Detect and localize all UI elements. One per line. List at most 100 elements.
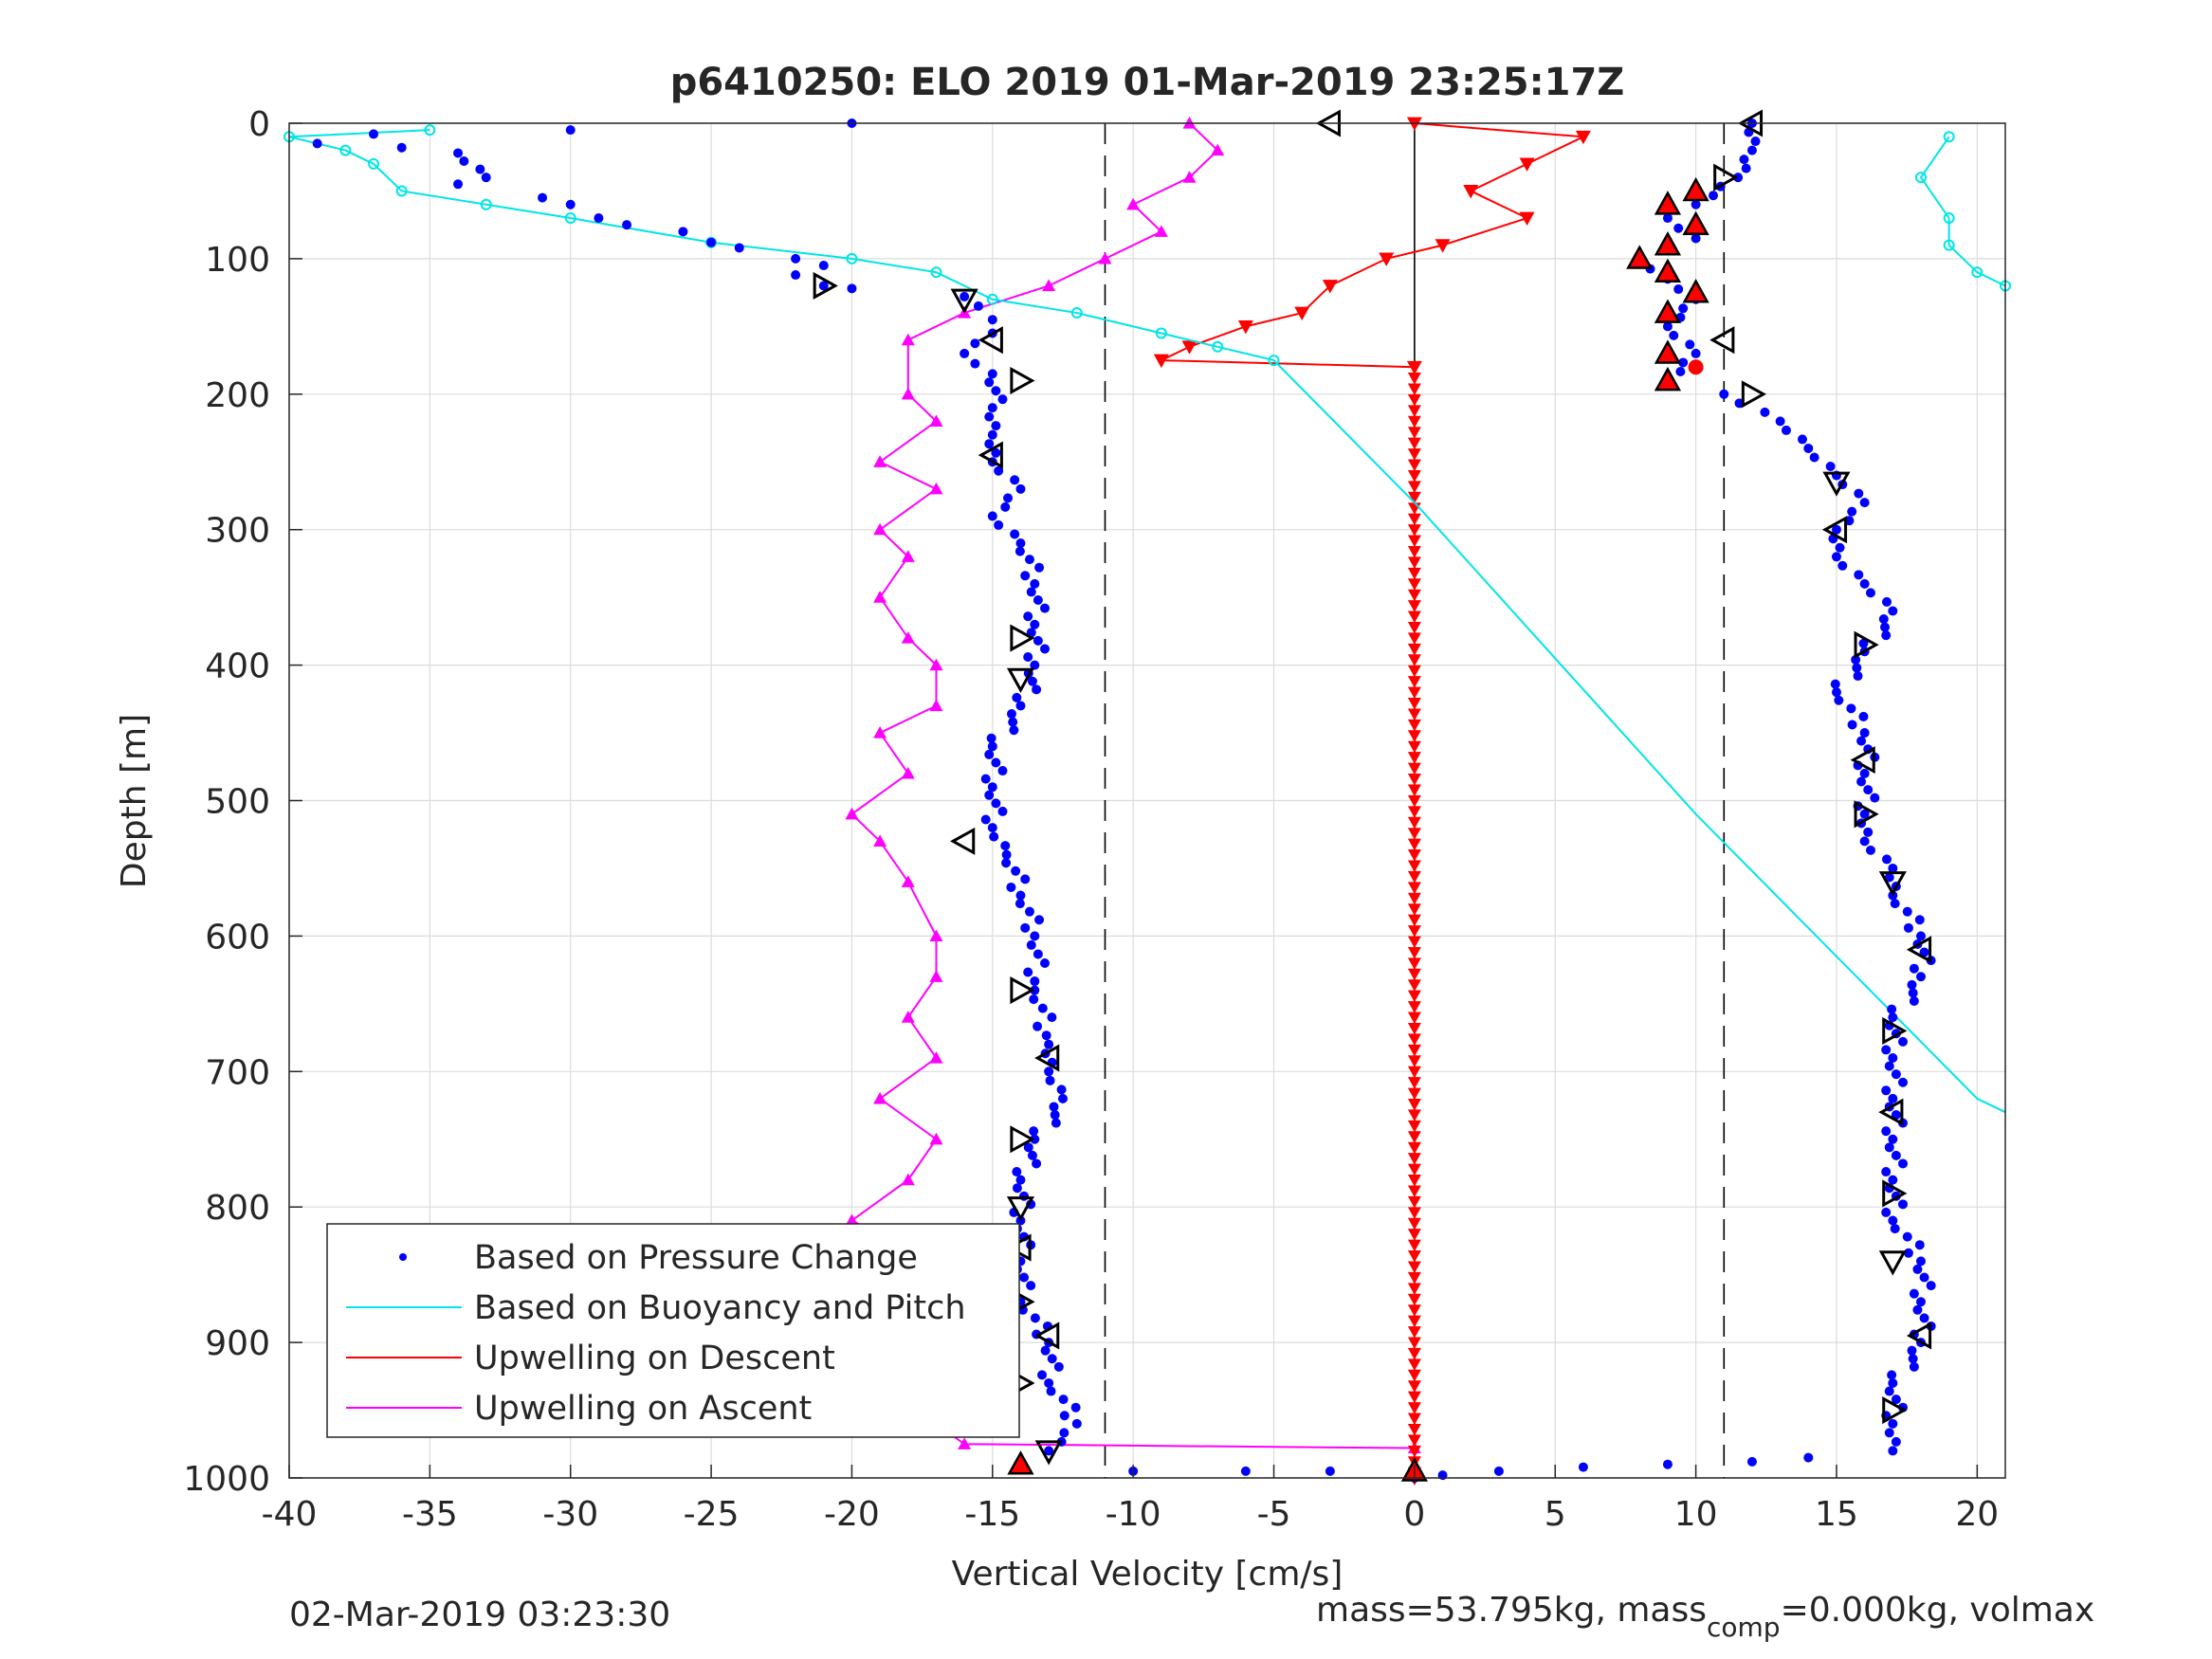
pressure-point — [991, 447, 1001, 458]
legend-label: Upwelling on Ascent — [474, 1390, 812, 1428]
y-tick-label: 0 — [248, 105, 270, 144]
buoyancy-point — [1914, 172, 1927, 184]
descent-point — [1407, 459, 1421, 472]
pressure-point — [396, 142, 407, 153]
open-triangle-marker — [1010, 624, 1035, 652]
buoyancy-point — [1943, 239, 1955, 251]
pressure-point — [1000, 501, 1011, 512]
pressure-point — [1881, 1045, 1892, 1055]
pressure-point — [1888, 1377, 1898, 1388]
pressure-point — [1915, 972, 1926, 982]
descent-point — [1407, 491, 1421, 504]
buoyancy-point — [480, 198, 492, 210]
descent-point — [1407, 427, 1421, 439]
descent-point — [1407, 740, 1421, 754]
pressure-point — [1675, 366, 1686, 376]
pressure-point — [1859, 809, 1870, 819]
pressure-point — [1033, 635, 1043, 646]
pressure-point — [1023, 611, 1033, 622]
descent-point — [1407, 437, 1421, 450]
pressure-point — [1912, 1304, 1923, 1315]
buoyancy-point — [564, 212, 576, 225]
pressure-point — [991, 798, 1001, 809]
descent-point — [1407, 481, 1421, 493]
red-triangle-marker — [1654, 191, 1682, 215]
ascent-point — [929, 482, 943, 495]
pressure-point — [1888, 1053, 1898, 1064]
pressure-point — [1034, 915, 1045, 925]
pressure-point — [1846, 703, 1856, 714]
pressure-point — [1030, 578, 1040, 589]
descent-point — [1407, 1423, 1421, 1436]
footer-mass-prefix: mass=53.795kg, mass — [1316, 1591, 1707, 1630]
pressure-point — [987, 403, 997, 413]
ascent-point — [929, 970, 943, 982]
descent-point — [1407, 698, 1421, 710]
pressure-point — [1015, 546, 1025, 556]
open-triangle-marker — [1034, 1044, 1060, 1072]
pressure-point — [1859, 768, 1870, 778]
pressure-point — [1870, 793, 1880, 803]
pressure-point — [706, 237, 717, 247]
pressure-point — [1884, 872, 1894, 883]
descent-point — [1407, 892, 1421, 905]
pressure-point — [1888, 1446, 1898, 1456]
descent-point — [1407, 849, 1421, 862]
ascent-point — [929, 929, 943, 941]
pressure-point — [369, 129, 379, 139]
pressure-point — [984, 411, 995, 422]
ascent-point — [901, 1011, 915, 1023]
descent-point — [1407, 1380, 1421, 1393]
ascent-point — [929, 1051, 943, 1064]
x-tick-label: 5 — [1545, 1495, 1566, 1534]
pressure-point — [980, 774, 991, 784]
pressure-point — [1015, 890, 1026, 901]
open-triangle-marker — [1010, 976, 1035, 1005]
descent-point — [1407, 1304, 1421, 1317]
buoyancy-line — [288, 129, 2006, 1114]
pressure-point — [1797, 434, 1807, 445]
pressure-point — [1009, 725, 1019, 736]
pressure-point — [1039, 957, 1050, 968]
pressure-point — [1909, 995, 1919, 1006]
pressure-point — [1884, 1142, 1894, 1153]
descent-point — [1407, 1012, 1421, 1025]
open-triangle-marker — [813, 271, 838, 301]
pressure-point — [1037, 1370, 1048, 1380]
pressure-point — [1027, 1150, 1037, 1160]
y-tick-label: 500 — [205, 783, 270, 822]
pressure-point — [1023, 967, 1033, 977]
pressure-point — [987, 741, 997, 752]
descent-point — [1407, 936, 1421, 949]
pressure-point — [1854, 488, 1864, 499]
pressure-point — [1750, 137, 1761, 147]
pressure-point — [1907, 1345, 1917, 1356]
red-triangle-marker — [1654, 258, 1682, 283]
x-tick-label: -35 — [402, 1495, 458, 1534]
red-triangle-marker — [1682, 279, 1709, 303]
pressure-point — [1719, 389, 1729, 399]
x-tick-label: -5 — [1257, 1495, 1291, 1534]
pressure-point — [984, 377, 995, 388]
y-tick-label: 200 — [205, 376, 270, 415]
descent-point — [1407, 1109, 1421, 1122]
pressure-point — [1033, 595, 1043, 606]
open-triangle-marker — [1034, 1322, 1060, 1350]
descent-point — [1407, 784, 1421, 797]
pressure-point — [1026, 939, 1036, 950]
pressure-point — [1662, 321, 1673, 332]
pressure-point — [1881, 1167, 1892, 1177]
pressure-point — [1008, 717, 1018, 727]
pressure-point — [1865, 845, 1875, 855]
pressure-point — [1019, 1191, 1030, 1201]
pressure-point — [1856, 736, 1867, 746]
pressure-point — [678, 227, 688, 237]
descent-point — [1407, 774, 1421, 786]
descent-point — [1407, 1229, 1421, 1241]
open-triangle-marker — [1882, 1179, 1908, 1208]
pressure-point — [1026, 587, 1036, 597]
x-tick-label: -15 — [964, 1495, 1020, 1534]
descent-point — [1407, 1347, 1421, 1360]
pressure-point — [1803, 443, 1814, 453]
descent-point — [1407, 1022, 1421, 1035]
